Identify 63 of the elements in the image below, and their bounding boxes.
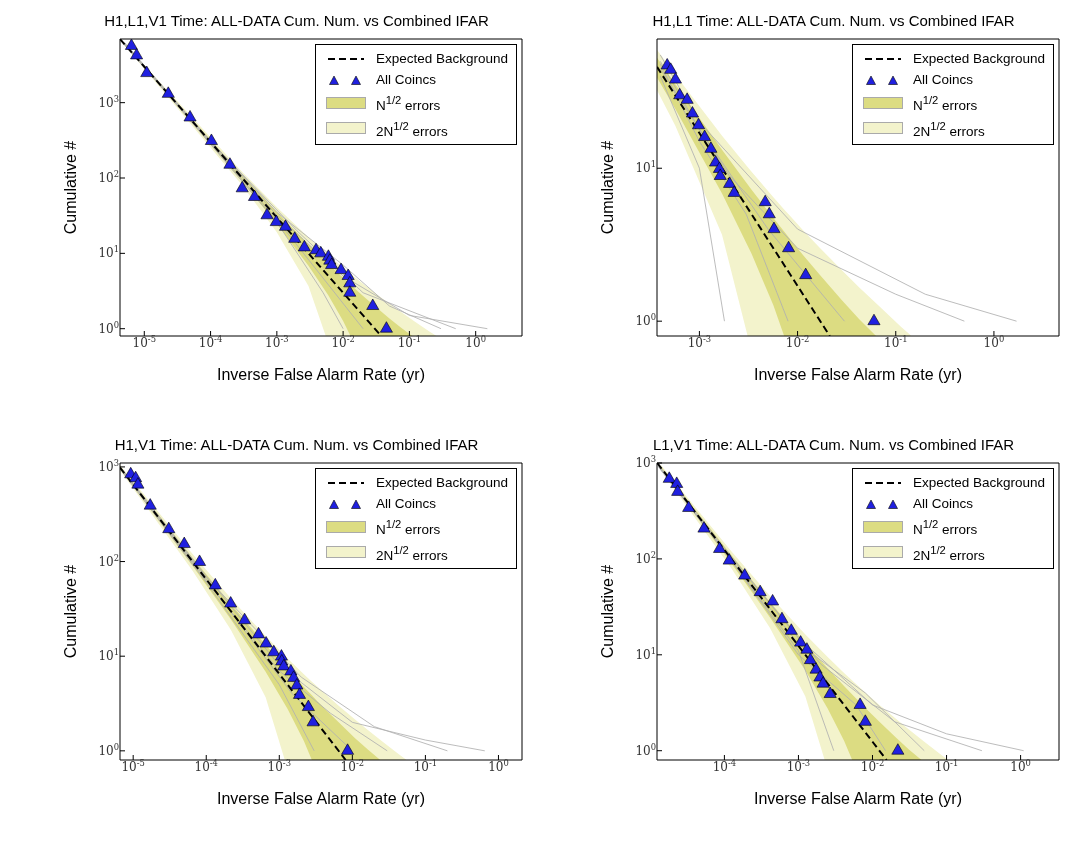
y-tick-label: 10$^{0}$ [635, 312, 656, 329]
x-tick-label: 10$^{-2}$ [340, 758, 365, 774]
legend-label: All Coincs [912, 495, 973, 513]
legend-label: Expected Background [912, 50, 1045, 68]
y-tick-label: 10$^{3}$ [98, 93, 119, 110]
legend-label: Expected Background [912, 474, 1045, 492]
x-tick-label: 10$^{-4}$ [198, 334, 223, 350]
y-tick-label: 10$^{0}$ [98, 319, 119, 336]
x-tick-label: 10$^{0}$ [488, 758, 509, 774]
y-tick-label: 10$^{0}$ [98, 741, 119, 758]
y-tick-label: 10$^{3}$ [635, 454, 656, 470]
x-axis-title: Inverse False Alarm Rate (yr) [216, 366, 426, 383]
x-tick-label: 10$^{-2}$ [331, 334, 355, 350]
x-tick-label: 10$^{-1}$ [884, 334, 908, 350]
x-axis-title: Inverse False Alarm Rate (yr) [216, 790, 426, 807]
legend-label: All Coincs [375, 71, 436, 89]
legend-label: N$^{1/2}$ errors [375, 517, 441, 539]
x-tick-label: 10$^{-3}$ [265, 334, 289, 350]
x-axis-title: Inverse False Alarm Rate (yr) [753, 366, 963, 383]
x-tick-label: 10$^{-3}$ [687, 334, 712, 350]
y-tick-label: 10$^{2}$ [98, 169, 119, 186]
y-tick-label: 10$^{1}$ [98, 244, 119, 261]
x-tick-label: 10$^{-2}$ [860, 758, 885, 774]
chart-title: H1,L1,V1 Time: ALL-DATA Cum. Num. vs Combined IFAR [103, 12, 490, 29]
legend-label: N$^{1/2}$ errors [375, 93, 441, 115]
legend-label: 2N$^{1/2}$ errors [375, 118, 448, 140]
y-axis-title: Cumulative # [598, 564, 616, 659]
x-tick-label: 10$^{-1}$ [413, 758, 438, 774]
x-tick-label: 10$^{-3}$ [267, 758, 292, 774]
y-axis-title: Cumulative # [61, 564, 79, 659]
legend-label: N$^{1/2}$ errors [912, 93, 978, 115]
x-tick-label: 10$^{-5}$ [121, 758, 145, 774]
chart-title: H1,L1 Time: ALL-DATA Cum. Num. vs Combined IFAR [651, 12, 1016, 29]
y-tick-label: 10$^{3}$ [98, 457, 119, 474]
y-tick-label: 10$^{2}$ [98, 552, 119, 569]
legend-label: All Coincs [912, 71, 973, 89]
legend-label: Expected Background [375, 474, 508, 492]
x-tick-label: 10$^{-4}$ [712, 758, 737, 774]
y-tick-label: 10$^{1}$ [635, 645, 656, 662]
legend-label: 2N$^{1/2}$ errors [912, 542, 985, 564]
legend-label: 2N$^{1/2}$ errors [912, 118, 985, 140]
x-tick-label: 10$^{0}$ [1010, 758, 1031, 774]
legend-label: All Coincs [375, 495, 436, 513]
y-axis-title: Cumulative # [598, 140, 616, 235]
x-tick-label: 10$^{0}$ [983, 334, 1005, 350]
y-tick-label: 10$^{2}$ [635, 549, 656, 566]
x-tick-label: 10$^{-1}$ [397, 334, 422, 350]
x-tick-label: 10$^{-2}$ [785, 334, 810, 350]
x-tick-label: 10$^{-3}$ [786, 758, 811, 774]
x-tick-label: 10$^{-1}$ [934, 758, 959, 774]
legend-label: 2N$^{1/2}$ errors [375, 542, 448, 564]
x-tick-label: 10$^{-4}$ [194, 758, 218, 774]
x-tick-label: 10$^{0}$ [465, 334, 486, 350]
legend-label: Expected Background [375, 50, 508, 68]
x-tick-label: 10$^{-5}$ [132, 334, 157, 350]
chart-title: H1,V1 Time: ALL-DATA Cum. Num. vs Combined IFAR [113, 436, 480, 453]
y-tick-label: 10$^{1}$ [635, 159, 656, 176]
chart-title: L1,V1 Time: ALL-DATA Cum. Num. vs Combined IFAR [651, 436, 1016, 453]
y-axis-title: Cumulative # [61, 140, 79, 235]
legend-label: N$^{1/2}$ errors [912, 517, 978, 539]
x-axis-title: Inverse False Alarm Rate (yr) [753, 790, 963, 807]
y-tick-label: 10$^{1}$ [98, 647, 119, 664]
y-tick-label: 10$^{0}$ [635, 741, 656, 758]
